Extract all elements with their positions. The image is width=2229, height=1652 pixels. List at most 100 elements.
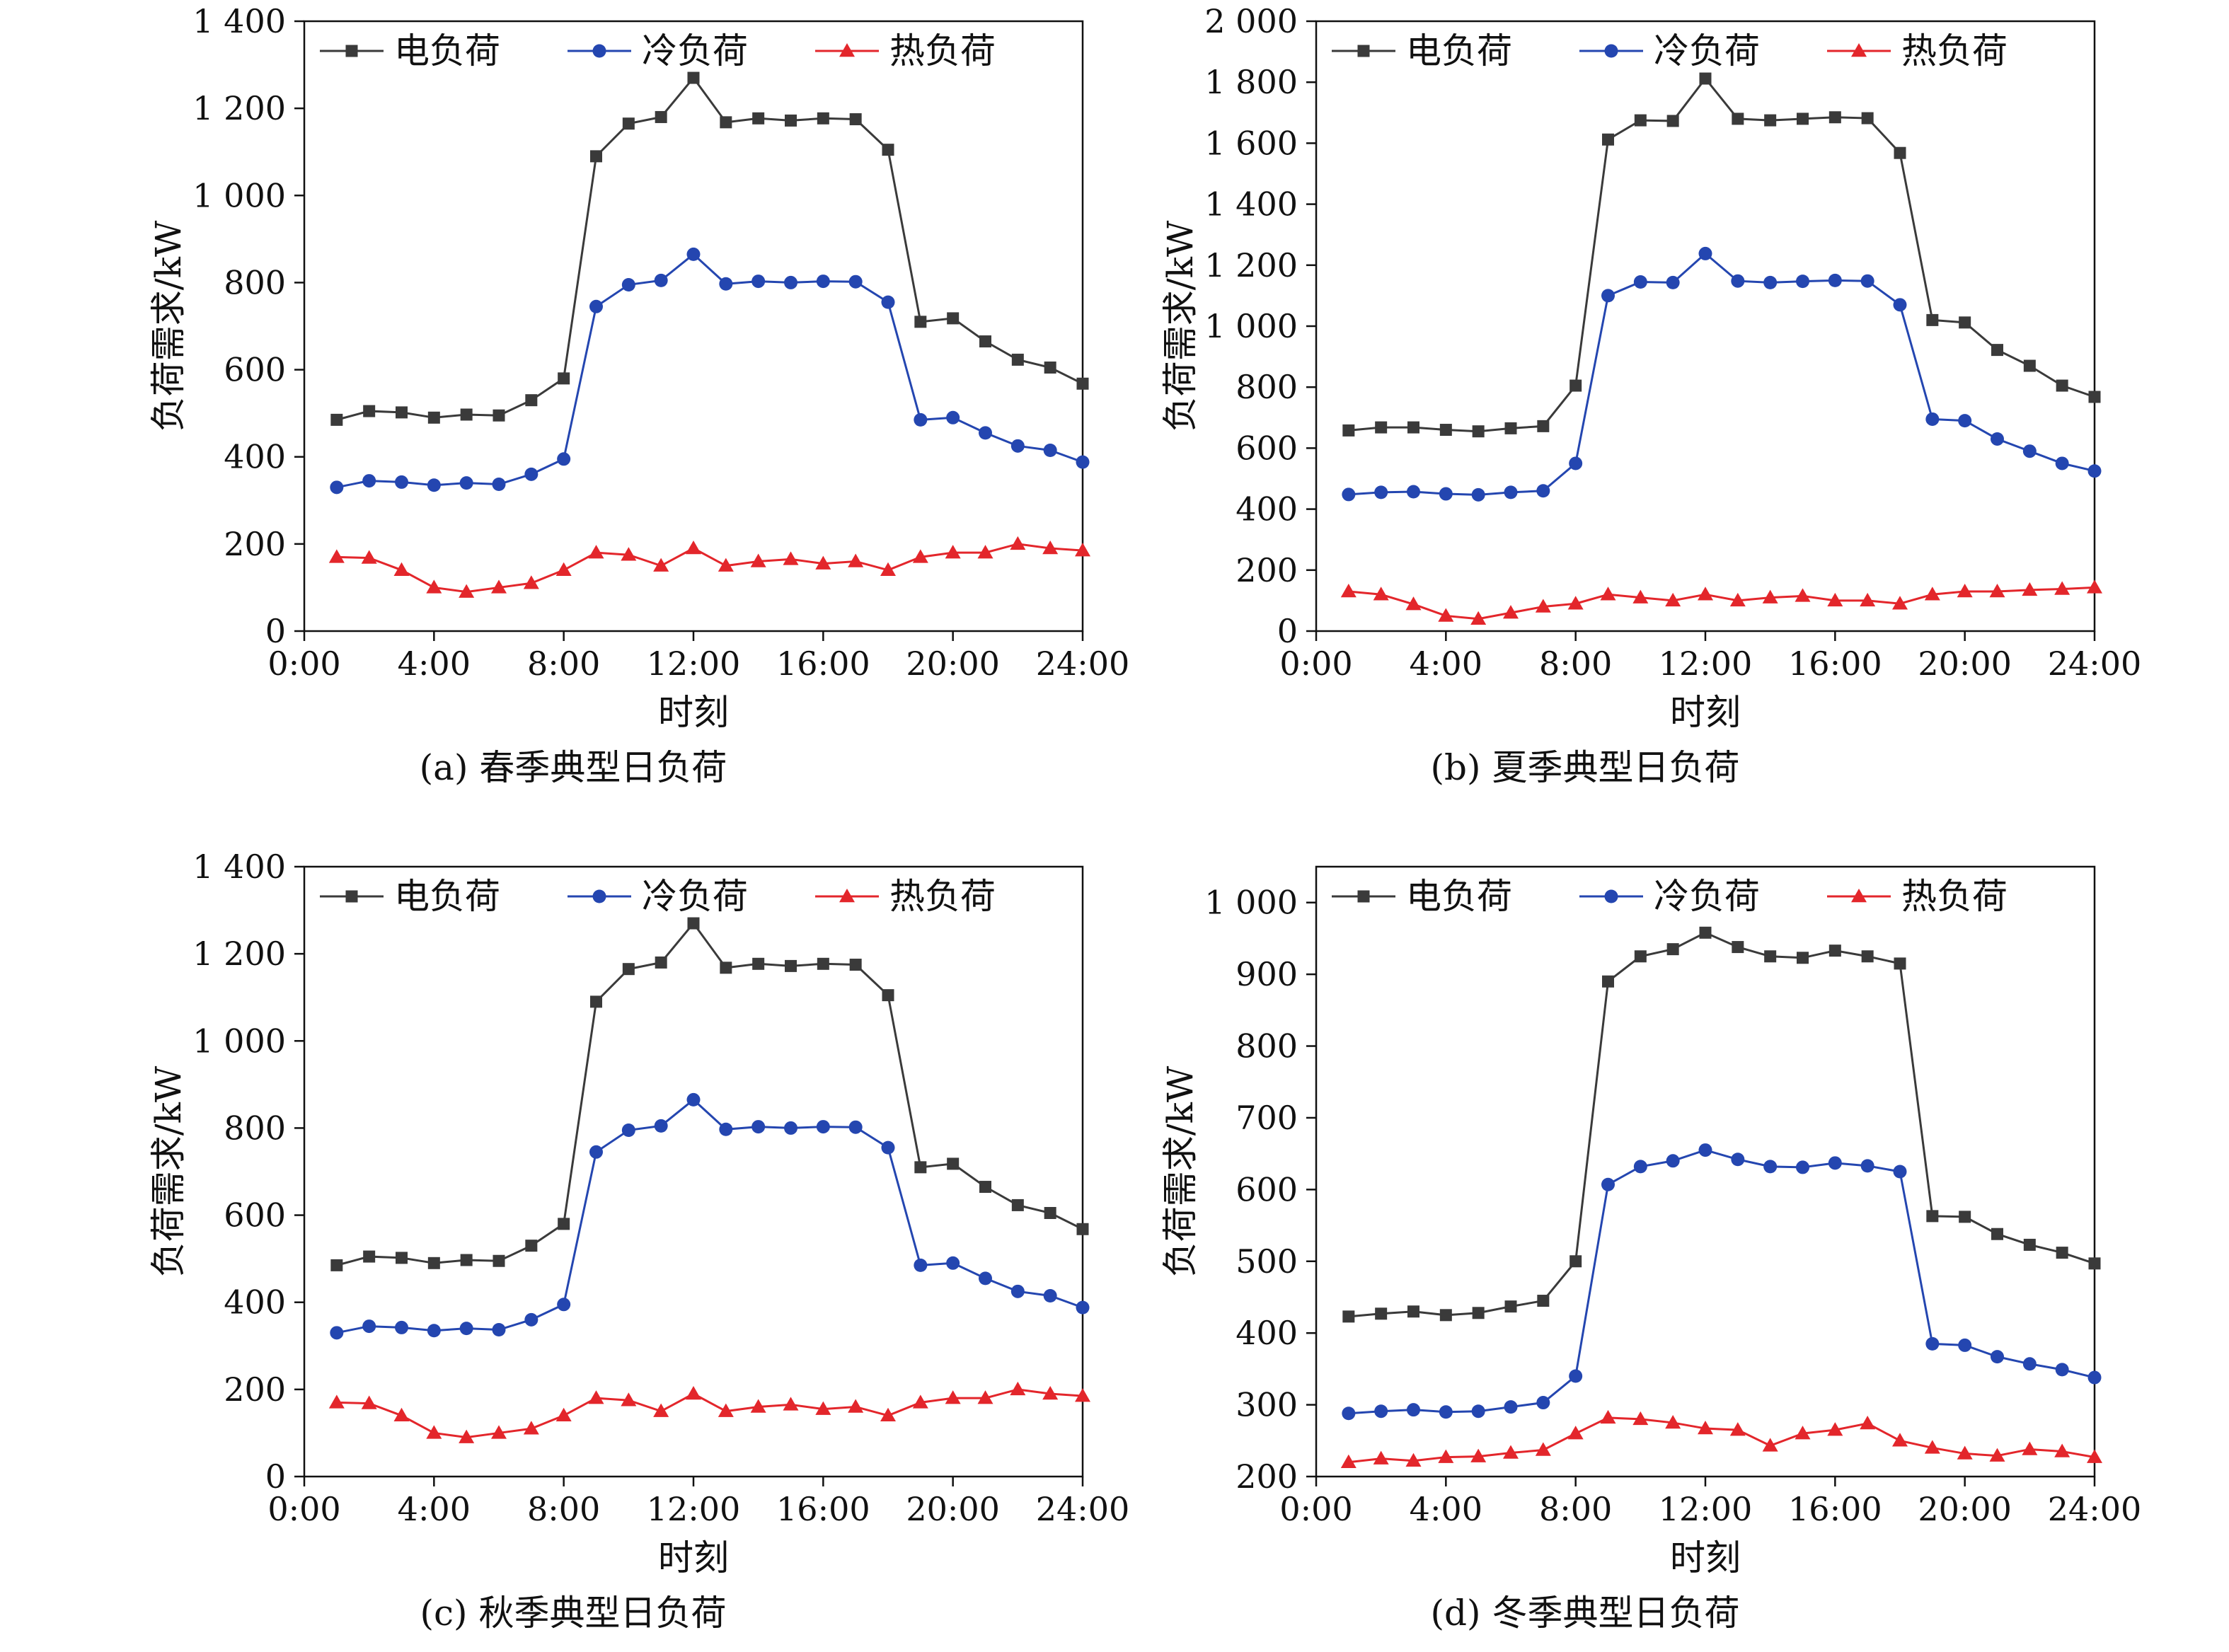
data-point	[914, 316, 927, 328]
data-point	[590, 995, 602, 1008]
x-axis-label: 时刻	[658, 1537, 729, 1578]
data-point	[1536, 1396, 1550, 1410]
data-point	[1861, 950, 1874, 963]
data-point	[1373, 1450, 1389, 1465]
data-point	[848, 275, 863, 289]
data-point	[393, 562, 410, 577]
data-point	[1472, 425, 1485, 438]
data-point	[362, 474, 376, 488]
data-point	[1010, 536, 1026, 550]
legend-label: 热负荷	[1901, 876, 2008, 917]
data-point	[979, 335, 991, 348]
data-point	[815, 555, 831, 570]
data-point	[1729, 1422, 1746, 1436]
data-point	[751, 275, 766, 289]
data-point	[1763, 1160, 1778, 1174]
data-point	[1076, 377, 1089, 390]
data-point	[1043, 443, 1057, 457]
data-point	[2055, 456, 2069, 470]
data-point	[1633, 275, 1647, 289]
data-point	[655, 110, 667, 123]
data-point	[1439, 487, 1453, 501]
data-point	[914, 412, 928, 427]
data-point	[1762, 1438, 1778, 1452]
chart-caption: (d) 冬季典型日负荷	[1430, 1593, 1740, 1634]
legend: 电负荷 冷负荷 热负荷	[1332, 876, 2008, 917]
data-point	[1471, 1404, 1485, 1419]
y-tick-label: 1 800	[1204, 63, 1298, 101]
data-point	[2055, 1363, 2069, 1377]
data-point	[395, 1320, 408, 1334]
data-point	[459, 1322, 473, 1336]
data-point	[1991, 344, 2003, 357]
data-point	[525, 394, 538, 407]
data-point	[912, 549, 928, 563]
data-point	[979, 1271, 992, 1286]
data-point	[621, 1392, 637, 1406]
data-point	[719, 277, 733, 291]
x-tick-label: 16:00	[776, 1490, 870, 1528]
series-cooling	[330, 247, 1090, 495]
data-point	[1632, 589, 1649, 603]
data-point	[1796, 275, 1809, 289]
data-point	[1894, 957, 1906, 970]
x-tick-label: 12:00	[647, 645, 741, 683]
plot-frame	[303, 865, 1084, 1478]
data-point	[621, 1124, 635, 1138]
plot-frame	[1315, 20, 2096, 633]
data-point	[1567, 1426, 1584, 1440]
data-point	[783, 1397, 799, 1411]
chart-svg-winter: 200 300 400 500 600 700 800 900 1 000 0:00 4:00 8:0…	[1160, 865, 2141, 1578]
data-point	[1828, 273, 1842, 287]
data-point	[1374, 485, 1388, 499]
data-point	[1634, 114, 1647, 127]
y-axis-label: 负荷需求/kW	[148, 1065, 189, 1277]
data-point	[1470, 1448, 1487, 1462]
data-point	[492, 478, 506, 492]
data-point	[427, 1324, 441, 1338]
data-point	[492, 1323, 506, 1337]
data-point	[1925, 412, 1940, 426]
data-point	[426, 1425, 442, 1439]
data-point	[590, 150, 602, 163]
data-point	[752, 957, 765, 970]
data-point	[1010, 1284, 1025, 1298]
x-tick-label: 24:00	[2048, 645, 2142, 683]
data-point	[1634, 950, 1647, 963]
data-point	[977, 545, 993, 559]
data-point	[1340, 583, 1357, 598]
data-point	[2022, 1357, 2037, 1371]
series-line	[336, 1388, 1083, 1439]
data-point	[1925, 1336, 1940, 1351]
x-tick-label: 0:00	[1279, 1490, 1352, 1528]
data-point	[849, 113, 862, 126]
data-point	[1600, 1409, 1616, 1424]
data-point	[460, 408, 473, 421]
chart-caption: (b) 夏季典型日负荷	[1430, 747, 1740, 788]
y-tick-label: 800	[1236, 368, 1298, 406]
y-tick-label: 1 200	[192, 89, 286, 127]
y-tick-label: 700	[1236, 1099, 1298, 1137]
series-electric	[1342, 926, 2101, 1323]
x-tick-label: 12:00	[1659, 1490, 1753, 1528]
data-point	[1795, 1426, 1811, 1440]
series-electric	[1342, 72, 2101, 438]
data-point	[1602, 133, 1614, 146]
data-point	[686, 1092, 701, 1107]
data-point	[1471, 487, 1485, 502]
data-point	[1601, 1177, 1615, 1191]
y-tick-label: 1 200	[1204, 246, 1298, 284]
y-tick-label: 1 000	[1204, 884, 1298, 922]
data-point	[2087, 1370, 2102, 1385]
legend-marker	[1604, 889, 1618, 903]
data-point	[1958, 414, 1972, 428]
y-axis-label: 负荷需求/kW	[1160, 220, 1201, 432]
data-point	[1342, 1406, 1356, 1421]
data-point	[1569, 456, 1583, 470]
data-point	[555, 1407, 572, 1422]
data-point	[2088, 1257, 2101, 1270]
data-point	[588, 545, 604, 559]
series-line	[336, 543, 1083, 594]
legend-label: 冷负荷	[1654, 876, 1760, 917]
y-tick-label: 1 000	[192, 176, 286, 214]
